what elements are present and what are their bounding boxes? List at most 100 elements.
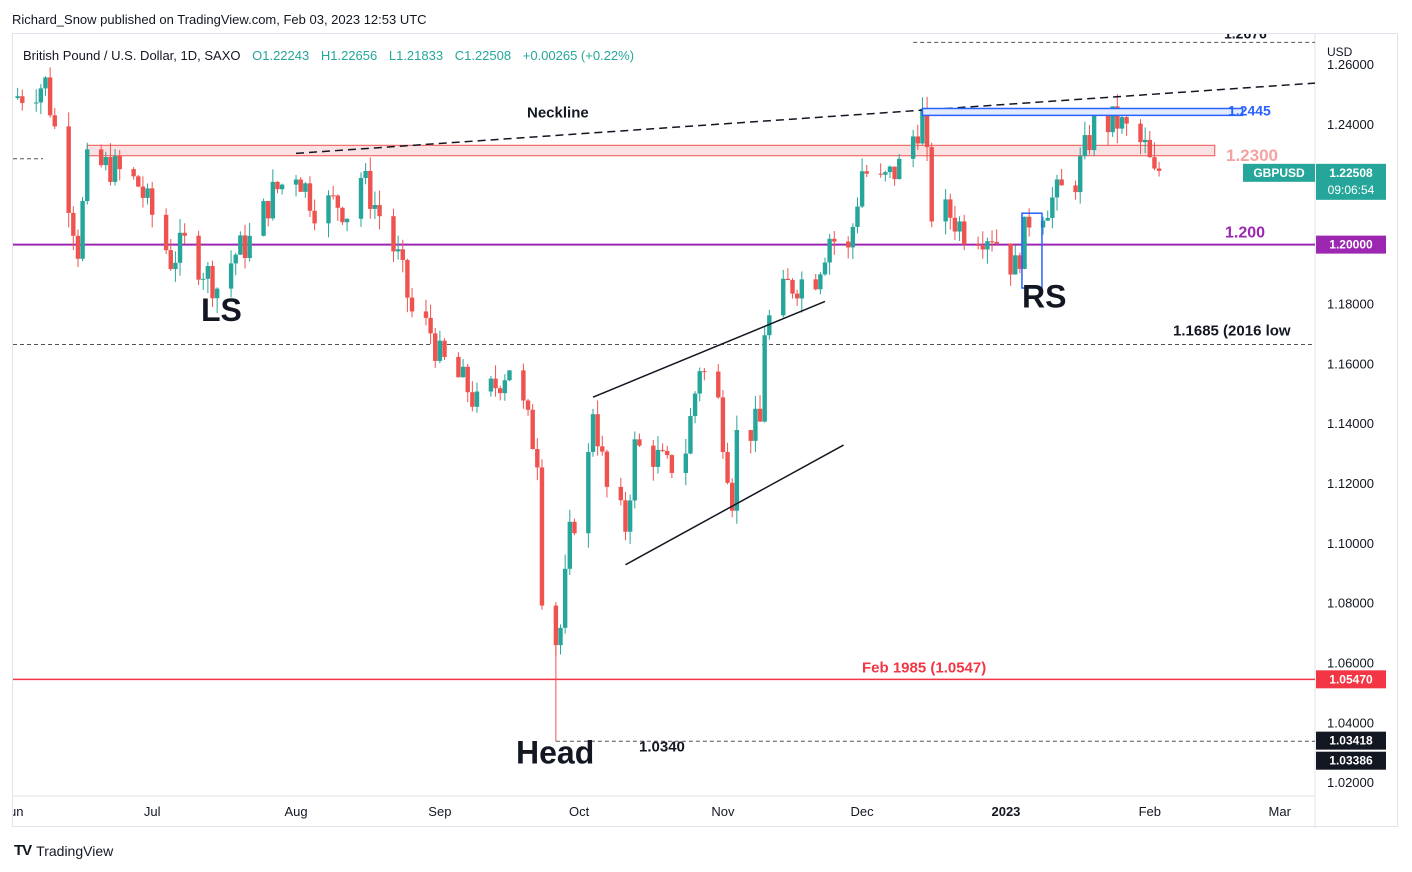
chart-frame[interactable]: USD 1.260001.240001.220001.200001.180001…: [12, 33, 1399, 828]
candle-body: [344, 218, 350, 223]
candle-body: [1105, 114, 1111, 133]
last-price-tag: 1.22508: [1329, 166, 1373, 180]
candle-body: [669, 455, 675, 473]
candle-body: [655, 449, 661, 467]
support-price-tag-bg: [1316, 235, 1386, 254]
candle-body: [228, 263, 234, 289]
candle-body: [957, 221, 962, 232]
y-tick-label: 1.04000: [1327, 715, 1374, 730]
candle-body: [892, 166, 897, 180]
y-tick-label: 1.24000: [1327, 117, 1374, 132]
candle-body: [136, 176, 141, 187]
candle-body: [423, 311, 429, 318]
candle-body: [753, 408, 758, 441]
candle-body: [864, 171, 869, 174]
low-price-tag-2: 1.03386: [1329, 754, 1373, 768]
candle-body: [103, 157, 108, 166]
head-label: Head: [516, 735, 594, 771]
candle-body: [637, 439, 642, 446]
candle-body: [632, 439, 637, 501]
candle-body: [437, 340, 443, 361]
candle-body: [799, 279, 804, 299]
candle-body: [140, 186, 146, 198]
candle-body: [108, 157, 113, 182]
candle-body: [20, 96, 25, 103]
candle-body: [975, 244, 981, 246]
candle-body: [846, 241, 851, 248]
neckline-label: Neckline: [527, 104, 589, 121]
candle-body: [1022, 216, 1027, 269]
x-axis-ticks: Jun Jul Aug Sep Oct Nov Dec 2023 Feb Mar: [13, 804, 1292, 819]
ohlc-change: +0.00265 (+0.22%): [523, 48, 634, 63]
candle-body: [535, 449, 540, 468]
candle-body: [850, 226, 856, 248]
right-shoulder-label: RS: [1022, 278, 1066, 314]
candle-body: [428, 317, 433, 334]
candle-body: [163, 214, 169, 251]
x-tick-label: Jul: [144, 804, 161, 819]
candle-body: [618, 486, 624, 501]
wedge-upper-line: [592, 300, 826, 398]
candle-body: [1115, 106, 1120, 129]
candle-body: [1073, 185, 1078, 193]
candle-body: [261, 201, 266, 236]
candle-body: [910, 136, 916, 159]
candle-body: [368, 170, 373, 209]
price-axis-tags: GBPUSD 1.22508 09:06:54 1.20000 1.05470 1.034…: [1243, 163, 1386, 770]
candle-body: [1045, 217, 1050, 221]
candle-body: [1078, 156, 1083, 193]
candle-body: [985, 241, 990, 250]
candle-body: [279, 184, 285, 190]
candle-body: [1040, 220, 1046, 228]
candle-body: [214, 288, 220, 299]
candle-body: [38, 88, 44, 103]
high-blue-box: [921, 107, 1244, 117]
candle-body: [488, 378, 494, 392]
candle-body: [948, 199, 953, 218]
y-tick-label: 1.10000: [1327, 536, 1374, 551]
candle-body: [627, 500, 633, 532]
support-price-tag: 1.20000: [1329, 238, 1373, 252]
candle-body: [781, 278, 786, 316]
ohlc-close: C1.22508: [455, 48, 511, 63]
candle-body: [400, 249, 405, 260]
y-tick-label: 1.08000: [1327, 596, 1374, 611]
candle-body: [372, 205, 378, 209]
candle-body: [205, 266, 211, 279]
candle-body: [1050, 197, 1055, 218]
candle-body: [150, 188, 155, 215]
candle-body: [730, 482, 735, 511]
level-label-12445: 1.2445: [1228, 102, 1271, 118]
price-chart[interactable]: USD 1.260001.240001.220001.200001.180001…: [13, 34, 1399, 828]
feb1985-price-tag-bg: [1316, 670, 1386, 689]
candle-body: [145, 188, 150, 198]
candle-body: [994, 241, 999, 244]
candle-body: [553, 605, 559, 646]
tradingview-logo[interactable]: TV TradingView: [14, 842, 113, 859]
candle-body: [832, 238, 837, 242]
candle-body: [493, 378, 498, 389]
candle-body: [818, 274, 823, 290]
candle-body: [177, 232, 183, 263]
candle-body: [1013, 255, 1018, 275]
candle-body: [595, 414, 600, 447]
candle-body: [1142, 139, 1148, 143]
candle-body: [498, 388, 503, 394]
candle-body: [275, 181, 280, 190]
candle-body: [474, 391, 480, 407]
candle-body: [562, 568, 568, 628]
candle-body: [43, 77, 48, 89]
candle-body: [525, 400, 531, 410]
symbol-tag-bg: [1243, 163, 1315, 182]
candle-body: [266, 201, 271, 219]
candle-body: [887, 166, 893, 173]
candle-body: [952, 217, 958, 232]
candle-body: [405, 259, 410, 298]
candle-body: [377, 205, 382, 217]
level-label-11685: 1.1685 (2016 low: [1173, 323, 1291, 340]
candle-body: [1152, 157, 1157, 169]
candle-body: [530, 409, 535, 450]
candle-body: [242, 235, 248, 259]
left-shoulder-label: LS: [201, 292, 242, 328]
candle-body: [604, 451, 610, 487]
